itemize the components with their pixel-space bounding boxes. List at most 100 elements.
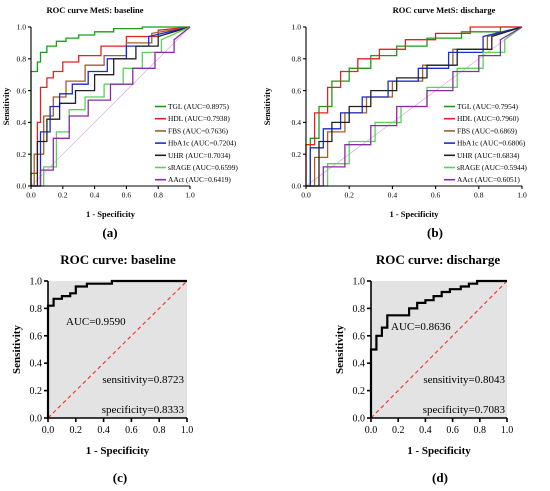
roc-curve-2 [31, 26, 191, 187]
legend-entry: HDL (AUC=0.7960) [457, 114, 519, 123]
metric-annotation: specificity=0.8333 [102, 404, 185, 416]
legend-entry: UHR (AUC=0.6834) [457, 151, 520, 160]
x-tick-label: 0.6 [431, 191, 441, 200]
x-tick-label: 0.0 [301, 191, 311, 200]
y-axis-label: Sensitivity [334, 325, 346, 374]
y-tick-label: 0.2 [353, 386, 366, 397]
x-tick-label: 0.2 [58, 191, 68, 200]
y-tick-label: 0.0 [17, 182, 27, 191]
y-tick-label: 0.6 [353, 331, 366, 342]
x-tick-label: 0.6 [446, 425, 459, 436]
y-tick-label: 0.2 [17, 150, 27, 159]
legend-entry: TGL (AUC=0.7954) [457, 102, 518, 111]
reference-diagonal [30, 26, 191, 187]
metric-annotation: sensitivity=0.8723 [102, 374, 184, 386]
x-tick-label: 1.0 [185, 191, 195, 200]
chart-title: ROC curve: discharge [376, 252, 500, 267]
chart-title: ROC curve: baseline [60, 252, 176, 267]
roc-panel-1: 0.0 0.2 0.4 0.6 0.8 1.0 0.0 0.2 0.4 0.6 0.8 1.0 ROC … [262, 5, 527, 240]
x-tick-label: 0.4 [388, 191, 398, 200]
legend-entry: FBS (AUC=0.7636) [168, 126, 229, 135]
y-tick-label: 0.4 [353, 359, 366, 370]
y-tick-label: 0.4 [17, 118, 27, 127]
legend-entry: FBS (AUC=0.6869) [457, 126, 518, 135]
roc-panel-3: 0.0 0.2 0.4 0.6 0.8 1.0 0.0 0.2 0.4 0.6 0.8 1.0 ROC … [334, 252, 513, 485]
legend-entry: sRAGE (AUC=0.6599) [168, 163, 238, 172]
legend-entry: HbA1c (AUC=0.7204) [168, 139, 237, 148]
panel-label: (b) [427, 225, 443, 240]
reference-diagonal [47, 280, 188, 419]
x-tick-label: 0.2 [344, 191, 354, 200]
x-tick-label: 0.0 [365, 425, 378, 436]
y-tick-label: 0.4 [292, 118, 302, 127]
roc-curve-4 [306, 26, 523, 187]
x-tick-label: 0.8 [474, 425, 487, 436]
y-tick-label: 1.0 [292, 23, 302, 32]
y-tick-label: 0.0 [353, 414, 366, 425]
y-axis-label: Sensitivity [262, 87, 272, 126]
x-tick-label: 0.2 [392, 425, 405, 436]
legend-entry: HDL (AUC=0.7938) [168, 114, 230, 123]
metric-annotation: specificity=0.7083 [423, 404, 506, 416]
x-tick-label: 0.4 [97, 425, 110, 436]
legend-entry: AAct (AUC=0.6051) [457, 175, 520, 184]
legend-entry: AAct (AUC=0.6419) [168, 175, 231, 184]
panel-label: (a) [102, 225, 117, 240]
y-tick-label: 0.6 [292, 86, 302, 95]
roc-panel-0: 0.0 0.2 0.4 0.6 0.8 1.0 0.0 0.2 0.4 0.6 0.8 1.0 ROC … [1, 5, 238, 240]
plot-area [371, 281, 507, 418]
roc-curve-1 [30, 26, 191, 186]
y-tick-label: 0.8 [30, 304, 43, 315]
roc-curve-3 [31, 26, 191, 187]
y-tick-label: 0.8 [353, 304, 366, 315]
x-tick-label: 0.2 [70, 425, 83, 436]
roc-curve-4 [31, 26, 191, 187]
y-tick-label: 0.2 [292, 150, 302, 159]
x-tick-label: 0.6 [122, 191, 132, 200]
x-tick-label: 1.0 [181, 425, 194, 436]
y-tick-label: 0.4 [30, 359, 43, 370]
legend-entry: TGL (AUC=0.8975) [168, 102, 229, 111]
y-tick-label: 0.8 [17, 54, 27, 63]
roc-curve-6 [306, 26, 523, 187]
x-tick-label: 0.8 [474, 191, 484, 200]
x-tick-label: 0.8 [153, 425, 166, 436]
roc-curve-0 [46, 279, 187, 418]
y-axis-label: Sensitivity [1, 87, 11, 126]
y-tick-label: 0.6 [30, 331, 43, 342]
x-tick-label: 0.4 [90, 191, 100, 200]
x-axis-label: 1 - Specificity [86, 209, 136, 219]
panel-label: (d) [432, 470, 448, 485]
legend-entry: UHR (AUC=0.7034) [168, 151, 231, 160]
auc-annotation: AUC=0.9590 [66, 316, 126, 328]
roc-curve-6 [31, 26, 191, 187]
x-axis-label: 1 - Specificity [86, 445, 150, 457]
x-tick-label: 0.6 [125, 425, 138, 436]
y-tick-label: 1.0 [353, 277, 366, 288]
x-axis-label: 1 - Specificity [389, 209, 439, 219]
y-tick-label: 0.8 [292, 54, 302, 63]
y-tick-label: 0.6 [17, 86, 27, 95]
x-tick-label: 0.4 [419, 425, 432, 436]
metric-annotation: sensitivity=0.8043 [423, 374, 505, 386]
chart-title: ROC curve MetS: baseline [46, 5, 143, 15]
roc-curve-3 [306, 26, 523, 187]
chart-title: ROC curve MetS: discharge [393, 5, 496, 15]
auc-annotation: AUC=0.8636 [391, 321, 451, 333]
x-tick-label: 1.0 [517, 191, 527, 200]
x-axis-label: 1 - Specificity [407, 445, 471, 457]
roc-curve-0 [369, 279, 507, 418]
y-tick-label: 1.0 [17, 23, 27, 32]
x-tick-label: 0.0 [26, 191, 36, 200]
y-tick-label: 0.0 [292, 182, 302, 191]
roc-curve-5 [31, 26, 191, 187]
x-tick-label: 0.0 [42, 425, 55, 436]
y-tick-label: 1.0 [30, 277, 43, 288]
y-tick-label: 0.2 [30, 386, 43, 397]
x-tick-label: 0.8 [153, 191, 163, 200]
roc-curve-0 [30, 26, 190, 186]
y-tick-label: 0.0 [30, 414, 43, 425]
y-axis-label: Sensitivity [11, 325, 23, 374]
legend-entry: HbA1c (AUC=0.6806) [457, 139, 526, 148]
